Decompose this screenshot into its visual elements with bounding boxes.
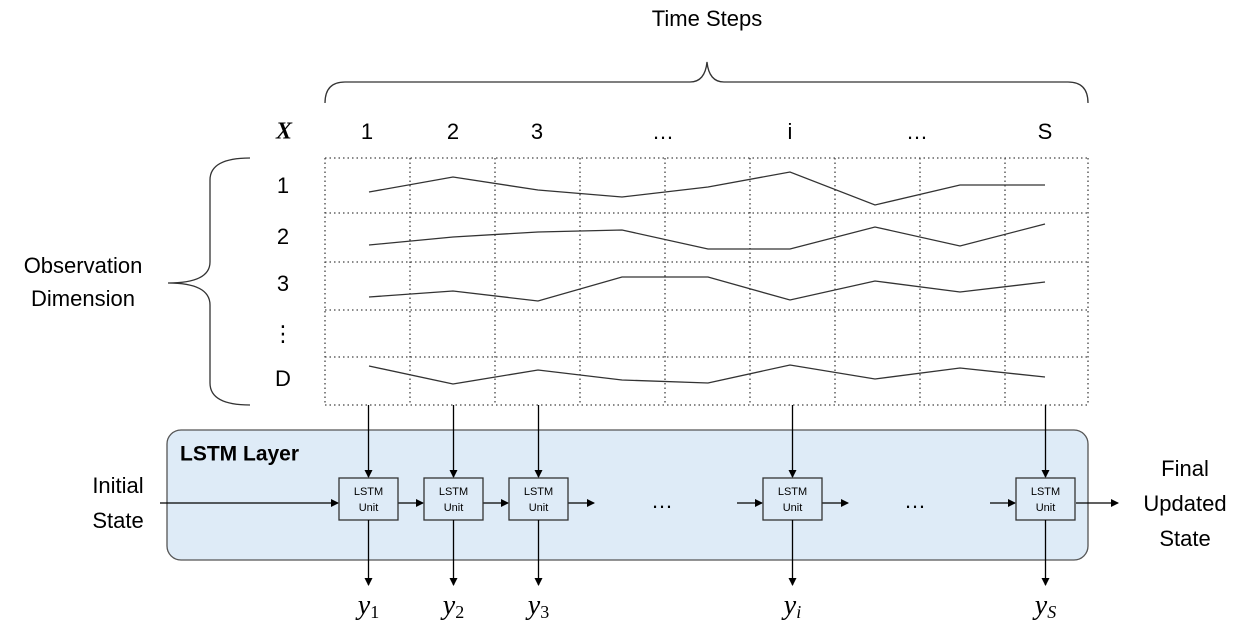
lstm-layer-box [166, 429, 1089, 561]
ellipsis: … [651, 488, 673, 513]
output-label: y1 [355, 590, 379, 622]
data-grid [324, 157, 1089, 406]
output-base: y [525, 590, 541, 621]
unit-label: LSTM [778, 486, 807, 498]
observation-label: Dimension [31, 286, 135, 311]
row-label: ⋮ [272, 321, 294, 346]
output-base: y [355, 590, 371, 621]
sparklines [368, 171, 1046, 385]
output-sub: 3 [540, 602, 549, 622]
output-base: y [440, 590, 456, 621]
column-label: 2 [447, 119, 459, 144]
unit-label: Unit [783, 502, 803, 514]
unit-label: Unit [529, 502, 549, 514]
column-label: i [788, 119, 793, 144]
lstm-unit [338, 477, 399, 521]
initial-state-label: State [92, 508, 143, 533]
output-sub: S [1047, 602, 1056, 622]
row-label: 2 [277, 224, 289, 249]
unit-label: Unit [359, 502, 379, 514]
final-state-label: State [1159, 526, 1210, 551]
time-steps-title: Time Steps [652, 6, 762, 31]
lstm-unit [508, 477, 569, 521]
final-state-label: Final [1161, 456, 1209, 481]
column-label: … [652, 119, 674, 144]
output-sub: i [796, 602, 801, 622]
ellipsis: … [904, 488, 926, 513]
output-label: y2 [440, 590, 464, 622]
output-label: yi [781, 590, 801, 622]
row-label: 3 [277, 271, 289, 296]
dimension-brace [167, 157, 251, 406]
output-sub: 2 [455, 602, 464, 622]
column-label: … [906, 119, 928, 144]
unit-label: Unit [444, 502, 464, 514]
lstm-unit [762, 477, 823, 521]
unit-label: LSTM [354, 486, 383, 498]
observation-label: Observation [24, 253, 143, 278]
unit-label: Unit [1036, 502, 1056, 514]
layer-title: LSTM Layer [180, 443, 299, 466]
output-base: y [1032, 590, 1048, 621]
unit-label: LSTM [524, 486, 553, 498]
initial-state-label: Initial [92, 473, 143, 498]
time-brace [324, 61, 1089, 104]
matrix-symbol: X [275, 119, 293, 145]
column-label: 1 [361, 119, 373, 144]
column-label: S [1038, 119, 1053, 144]
unit-label: LSTM [1031, 486, 1060, 498]
unit-label: LSTM [439, 486, 468, 498]
row-label: 1 [277, 173, 289, 198]
row-label: D [275, 366, 291, 391]
output-sub: 1 [370, 602, 379, 622]
column-label: 3 [531, 119, 543, 144]
output-label: y3 [525, 590, 549, 622]
output-base: y [781, 590, 797, 621]
output-label: yS [1032, 590, 1056, 622]
lstm-unit [423, 477, 484, 521]
final-state-label: Updated [1143, 491, 1226, 516]
